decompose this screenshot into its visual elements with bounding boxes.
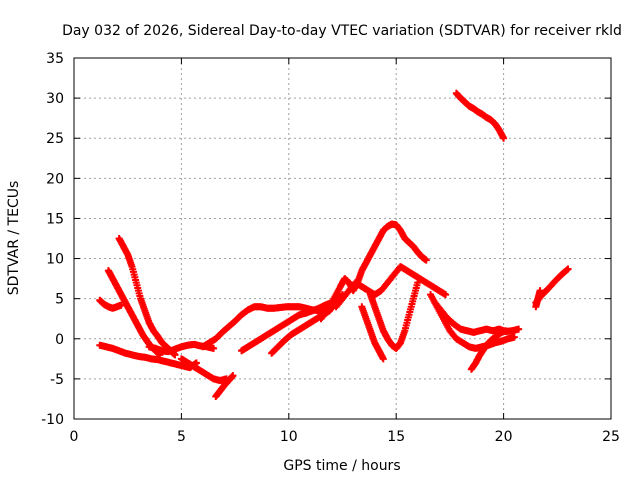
- series-track-c: [96, 296, 125, 312]
- series-track-s: [532, 265, 572, 307]
- series-track-m: [366, 279, 422, 352]
- y-tick-label-7: 25: [46, 131, 64, 147]
- y-axis-label: SDTVAR / TECUs: [6, 181, 22, 296]
- series-track-f: [177, 355, 231, 384]
- y-tick-label-4: 10: [46, 252, 64, 268]
- x-tick-label-3: 15: [387, 429, 405, 445]
- y-tick-label-5: 15: [46, 211, 64, 227]
- x-tick-label-4: 20: [495, 429, 513, 445]
- series-track-d: [96, 341, 200, 372]
- data-point: [210, 344, 218, 352]
- data-points: [96, 89, 572, 401]
- data-point: [515, 325, 523, 333]
- data-point: [422, 256, 430, 264]
- y-tick-label-2: 0: [55, 332, 64, 348]
- series-track-i: [238, 299, 336, 355]
- series-track-t: [532, 287, 544, 311]
- x-tick-label-5: 25: [602, 429, 620, 445]
- x-axis-label: GPS time / hours: [283, 458, 400, 474]
- plot-frame: [73, 57, 612, 420]
- x-axis: 0 5 10 15 20 25: [70, 58, 620, 445]
- series-track-k: [317, 220, 430, 323]
- series-track-l: [332, 263, 450, 311]
- y-tick-label-3: 5: [55, 292, 64, 308]
- y-tick-label-1: -5: [50, 372, 64, 388]
- data-point: [442, 291, 450, 299]
- data-point: [564, 265, 572, 273]
- data-point: [117, 301, 125, 309]
- data-point: [229, 372, 237, 380]
- y-tick-label-9: 35: [46, 51, 64, 67]
- y-tick-label-0: -10: [41, 412, 64, 428]
- data-point: [510, 333, 518, 341]
- data-point: [502, 327, 510, 335]
- series-track-q: [467, 327, 510, 373]
- data-point: [536, 287, 544, 295]
- data-point: [414, 279, 422, 287]
- series-track-r: [452, 89, 508, 142]
- chart-title: Day 032 of 2026, Sidereal Day-to-day VTE…: [62, 23, 622, 39]
- data-point: [500, 134, 508, 142]
- series-track-o: [427, 291, 518, 352]
- data-point: [379, 355, 387, 363]
- series-track-n: [358, 303, 387, 363]
- y-tick-label-8: 30: [46, 91, 64, 107]
- grid-lines: [74, 58, 611, 419]
- y-tick-label-6: 20: [46, 171, 64, 187]
- x-tick-label-2: 10: [280, 429, 298, 445]
- series-track-e: [145, 340, 218, 356]
- x-tick-label-0: 0: [70, 429, 79, 445]
- y-axis: -10 -5 0 5 10 15 20 25 30 35: [41, 51, 611, 428]
- series-track-g: [212, 372, 237, 401]
- x-tick-label-1: 5: [177, 429, 186, 445]
